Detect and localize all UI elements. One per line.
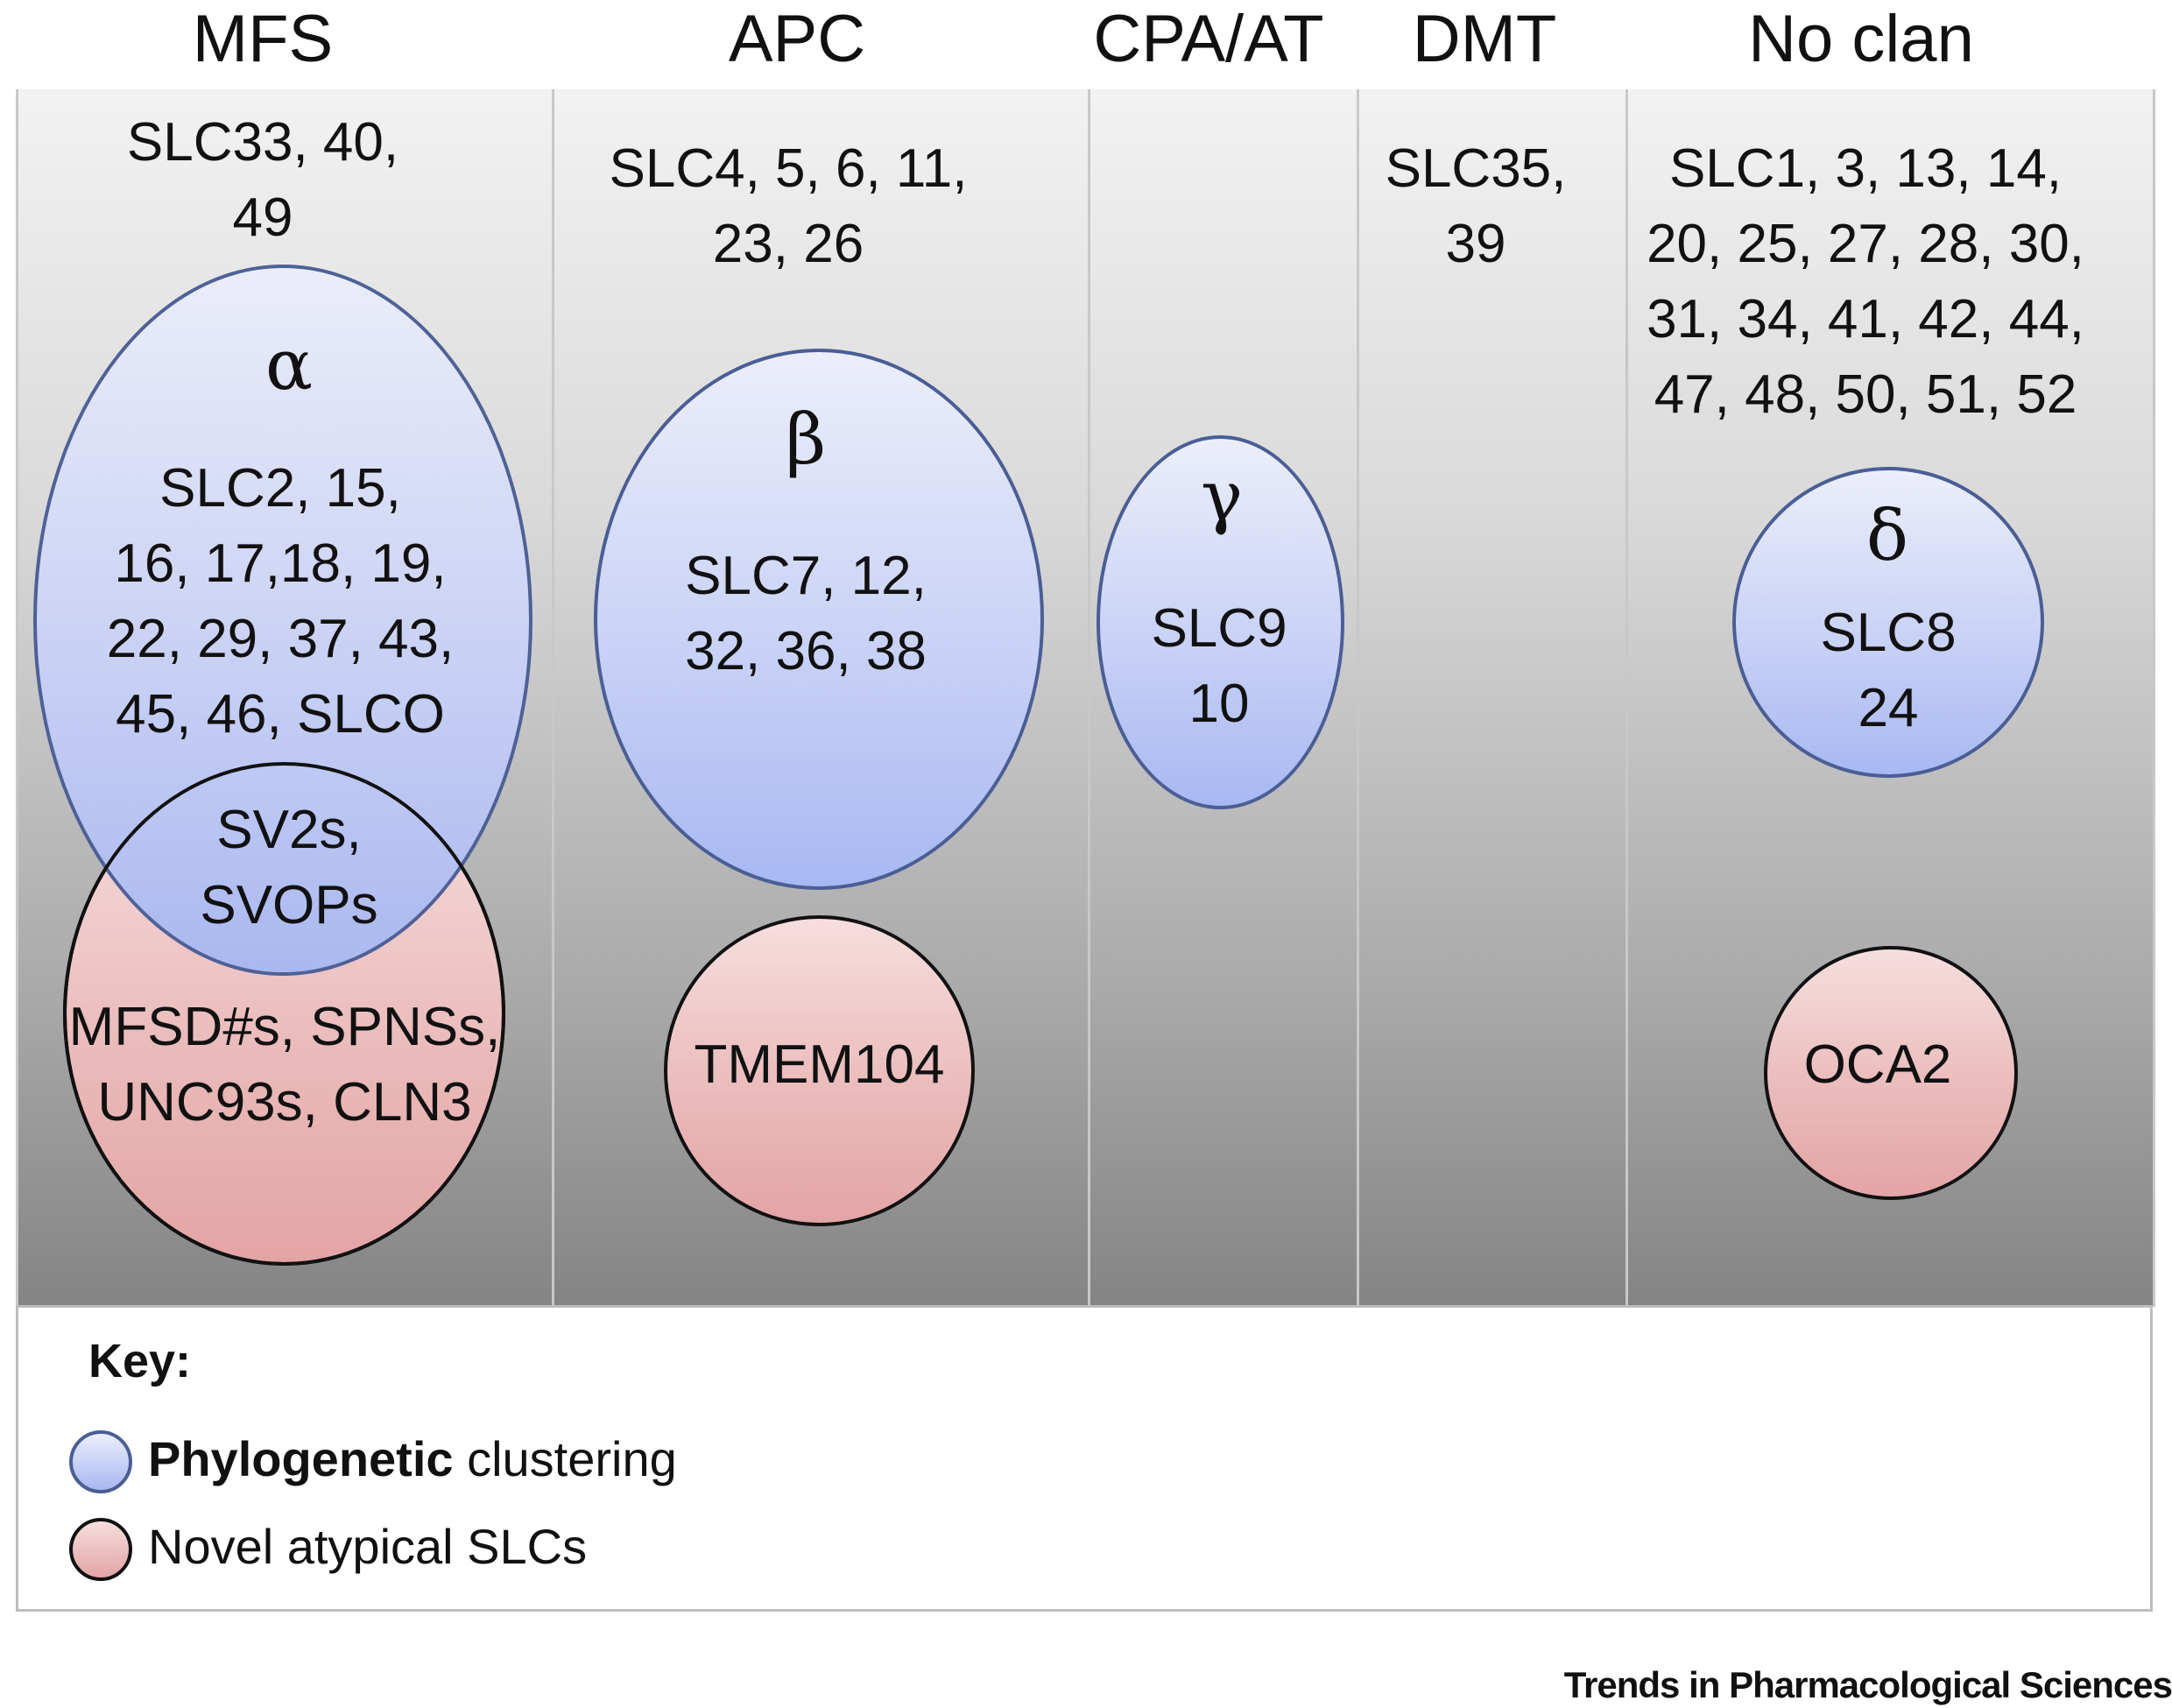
clan-title-dmt: DMT [1412,2,1557,76]
beta-symbol: β [785,399,827,480]
apc-members: SLC4, 5, 6, 11, 23, 26 [609,138,968,274]
key-label-phylogenetic-bold: Phylogenetic [148,1431,454,1486]
key-box: Key: Phylogenetic clustering Novel atypi… [16,1305,2153,1612]
gamma-symbol: γ [1201,455,1243,537]
clan-title-cpa-at: CPA/AT [1093,2,1324,76]
apc-atypical-ellipse [664,915,975,1226]
beta-cluster-ellipse [594,349,1044,890]
gamma-cluster-ellipse [1097,435,1344,809]
clan-title-no-clan: No clan [1748,2,1974,76]
key-title: Key: [88,1335,192,1387]
mfs-members: SLC33, 40, 49 [126,112,399,248]
overlap-members: SV2s, SVOPs [200,800,378,935]
no-clan-atypical-ellipse [1764,946,2018,1200]
key-label-phylogenetic: Phylogenetic clustering [148,1430,677,1487]
clan-title-mfs: MFS [192,2,334,76]
clan-title-apc: APC [728,2,866,76]
no-clan-atypical-label: OCA2 [1803,1034,1952,1095]
gamma-members: SLC9 10 [1151,598,1287,734]
delta-members: SLC8 24 [1820,603,1957,738]
delta-symbol: δ [1865,495,1909,576]
atypical-slc-swatch-icon [69,1518,132,1581]
no-clan-members: SLC1, 3, 13, 14, 20, 25, 27, 28, 30, 31,… [1647,138,2084,425]
key-label-phylogenetic-rest: clustering [453,1431,677,1486]
source-credit: Trends in Pharmacological Sciences [1563,1664,2172,1705]
panel-dmt [1357,89,1628,1307]
key-label-atypical: Novel atypical SLCs [148,1519,588,1574]
beta-members: SLC7, 12, 32, 36, 38 [685,546,927,681]
phylogenetic-cluster-swatch-icon [69,1430,132,1493]
mfs-atypical-outline [63,762,505,1266]
mfs-atypical-members: MFSD#s, SPNSs, UNC93s, CLN3 [68,997,501,1133]
dmt-members: SLC35, 39 [1385,138,1567,274]
alpha-members: SLC2, 15, 16, 17,18, 19, 22, 29, 37, 43,… [106,458,455,745]
alpha-symbol: α [264,324,314,406]
apc-atypical-label: TMEM104 [694,1034,945,1095]
delta-cluster-ellipse [1732,467,2044,778]
